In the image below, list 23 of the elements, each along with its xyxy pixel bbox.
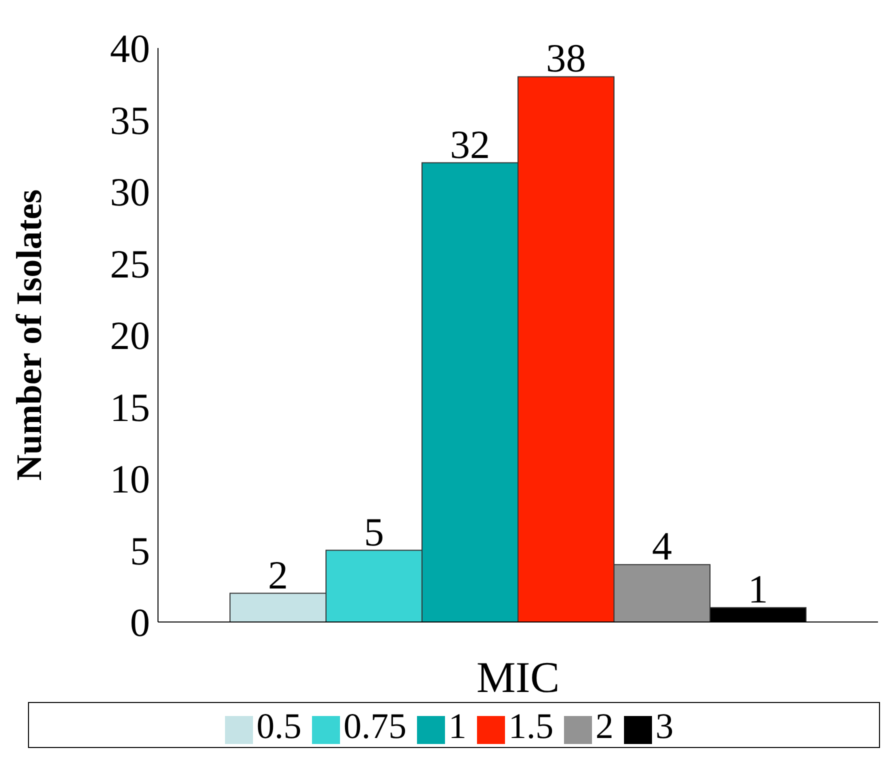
y-tick-label: 40	[110, 26, 150, 72]
y-tick-label: 20	[110, 313, 150, 358]
legend-label: 1.5	[508, 706, 554, 746]
y-tick-label: 5	[130, 528, 150, 574]
data-label: 4	[652, 524, 672, 569]
x-axis-title: MIC	[476, 653, 560, 702]
y-axis-title: Number of Isolates	[8, 189, 49, 481]
data-label: 2	[268, 552, 288, 598]
legend-label: 0.5	[256, 706, 302, 746]
y-tick-label: 0	[130, 600, 150, 646]
y-tick-label: 35	[110, 98, 150, 143]
data-label: 32	[450, 122, 490, 167]
y-tick-label: 25	[110, 241, 150, 286]
y-tick-label: 10	[110, 456, 150, 502]
y-tick-label: 30	[110, 170, 150, 215]
y-tick-label: 15	[110, 384, 150, 430]
legend-label: 3	[656, 706, 674, 746]
legend-label: 1	[448, 706, 466, 746]
legend-label: 0.75	[344, 706, 406, 746]
legend-label: 2	[596, 706, 614, 746]
data-label: 5	[364, 509, 384, 554]
data-label: 38	[546, 36, 586, 81]
data-label: 1	[748, 566, 768, 612]
